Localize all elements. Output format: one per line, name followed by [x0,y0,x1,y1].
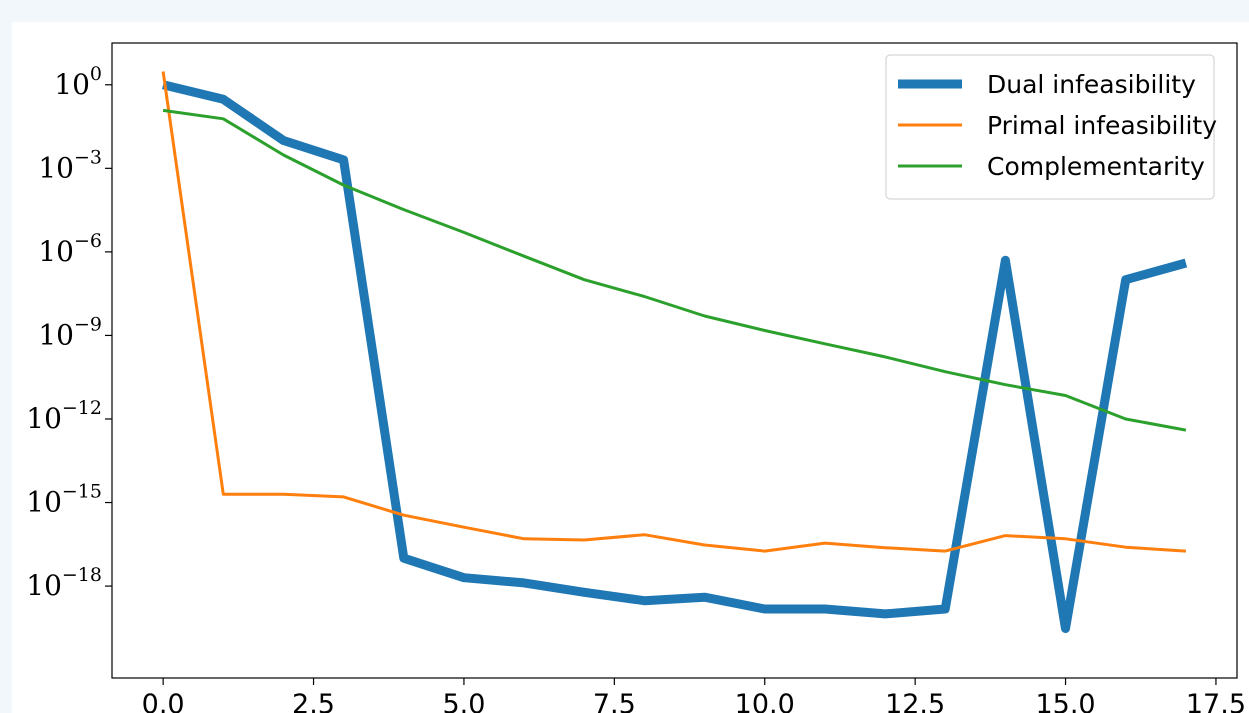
legend-label: Complementarity [987,152,1205,181]
legend-box [885,54,1215,200]
series-line-dual-infeasibility [162,80,1188,633]
x-tick-label: 5.0 [442,689,485,713]
x-tick-label: 12.5 [885,689,945,713]
y-tick-label: 10−12 [26,397,102,435]
axes-frame [111,42,1238,679]
x-tick-label: 7.5 [593,689,636,713]
legend-label: Dual infeasibility [987,70,1196,99]
x-tick-label: 0.0 [142,689,185,713]
y-tick-label: 100 [54,63,102,101]
x-axis: 0.0 2.5 5.0 7.5 10.0 12.5 15.0 17.5 [142,678,1246,713]
y-tick-label: 10−18 [26,564,102,602]
x-tick-label: 17.5 [1186,689,1246,713]
legend: Dual infeasibility Primal infeasibility Co… [885,54,1217,200]
series-line-complementarity [162,108,1187,432]
legend-label: Primal infeasibility [987,111,1217,140]
series-layer [161,71,1188,633]
y-tick-label: 10−9 [38,313,102,351]
y-tick-label: 10−15 [26,481,102,519]
chart-figure: 0.0 2.5 5.0 7.5 10.0 12.5 15.0 17.5 100 10−3 10−6… [12,22,1249,713]
series-line-primal-infeasibility [161,71,1186,553]
y-tick-label: 10−6 [38,230,102,268]
y-axis: 100 10−3 10−6 10−9 10−12 10−15 10−18 [26,63,112,602]
y-tick-label: 10−3 [38,146,102,184]
x-tick-label: 15.0 [1035,689,1095,713]
x-tick-label: 2.5 [292,689,335,713]
line-chart: 0.0 2.5 5.0 7.5 10.0 12.5 15.0 17.5 100 10−3 10−6… [26,42,1246,713]
x-tick-label: 10.0 [735,689,795,713]
